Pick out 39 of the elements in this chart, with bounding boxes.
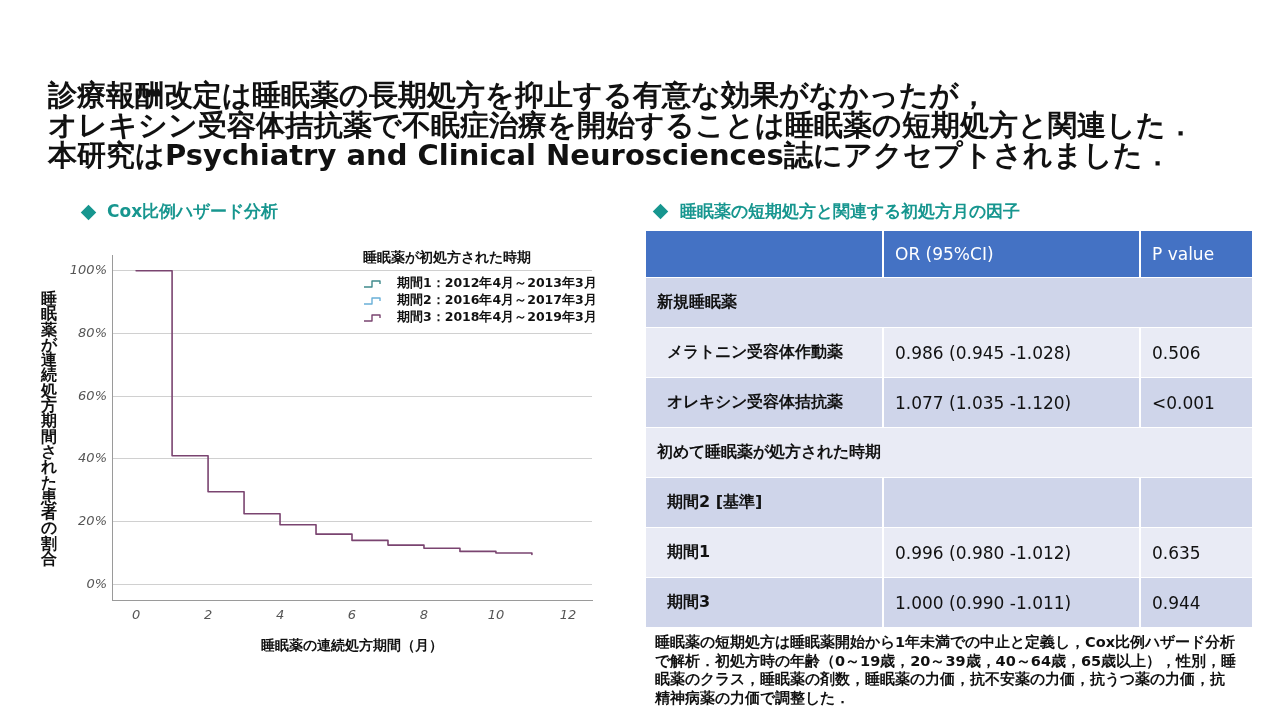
legend-title: 睡眠薬が初処方された時期	[363, 248, 531, 265]
y-tick-label: 80%	[78, 324, 107, 340]
y-tick-label: 20%	[78, 512, 107, 528]
category-label: 期間1	[667, 542, 711, 561]
category-label: P value	[1141, 231, 1252, 277]
text: 睡眠薬が連続処方期間された患者の割合	[41, 290, 57, 569]
text: 睡眠薬の短期処方と関連する初処方月の因子	[680, 200, 1020, 222]
text: 0.996 (0.980 -1.012)	[895, 542, 1072, 563]
legend-label: 期間2：2016年4月～2017年3月	[396, 292, 597, 308]
text: <0.001	[1152, 392, 1215, 413]
category-label: オレキシン受容体拮抗薬	[667, 392, 843, 411]
text: 0.944	[1152, 592, 1201, 613]
category-label: 新規睡眠薬	[657, 292, 737, 311]
text: 0.506	[1152, 342, 1201, 363]
x-tick-label: 0	[131, 607, 141, 623]
category-label: 期間3	[667, 592, 711, 611]
text: 睡眠薬の短期処方は睡眠薬開始から1年未満での中止と定義し，Cox比例ハザード分析で解析．初処方時の年齢（0～19歳，20～39歳，40～64歳，65歳以上），性別，睡眠薬のクラス，睡眠薬の剤数，睡眠薬の力価，抗不安薬の力価，抗うつ薬の力価，抗精神病薬の力価で調整した．	[655, 633, 1238, 707]
y-tick-label: 60%	[78, 387, 107, 403]
category-label: メラトニン受容体作動薬	[667, 342, 843, 361]
x-axis-title: 睡眠薬の連続処方期間（月）	[261, 637, 443, 654]
x-tick-label: 8	[419, 607, 429, 623]
text: 0.635	[1152, 542, 1201, 563]
x-tick-label: 2	[203, 607, 213, 623]
y-tick-label: 100%	[69, 262, 107, 278]
chart-title: Cox比例ハザード分析	[107, 200, 279, 222]
legend-label: 期間3：2018年4月～2019年3月	[396, 309, 597, 325]
x-tick-label: 10	[487, 607, 505, 623]
category-label: OR (95%CI)	[884, 231, 1139, 277]
y-tick-label: 40%	[78, 450, 107, 466]
text: 1.077 (1.035 -1.120)	[895, 392, 1072, 413]
x-tick-label: 4	[275, 607, 285, 623]
category-label: 初めて睡眠薬が処方された時期	[657, 442, 881, 461]
x-tick-label: 12	[559, 607, 577, 623]
text: 1.000 (0.990 -1.011)	[895, 592, 1072, 613]
y-tick-label: 0%	[86, 575, 107, 591]
text: 0.986 (0.945 -1.028)	[895, 342, 1072, 363]
legend-label: 期間1：2012年4月～2013年3月	[396, 275, 597, 291]
category-label: 期間2 [基準]	[667, 492, 763, 511]
x-tick-label: 6	[347, 607, 357, 623]
